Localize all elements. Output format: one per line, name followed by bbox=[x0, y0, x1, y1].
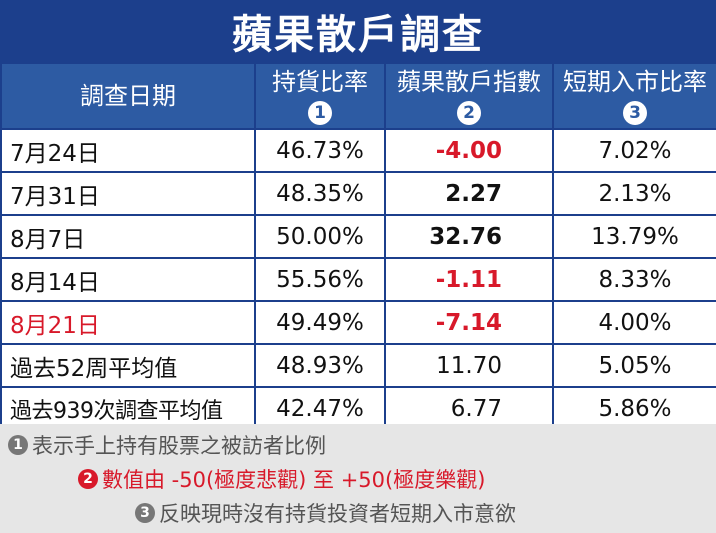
row-hold: 42.47% bbox=[254, 386, 386, 431]
table-row: 8月21日 49.49% -7.14 4.00% bbox=[0, 300, 716, 345]
row-index: -4.00 bbox=[384, 128, 554, 173]
row-hold: 48.35% bbox=[254, 171, 386, 216]
table-row: 8月14日 55.56% -1.11 8.33% bbox=[0, 257, 716, 302]
chart-title: 蘋果散戶調查 bbox=[0, 0, 716, 62]
table-row: 7月31日 48.35% 2.27 2.13% bbox=[0, 171, 716, 216]
row-hold: 49.49% bbox=[254, 300, 386, 345]
footnote-text: 數值由 -50(極度悲觀) 至 +50(極度樂觀) bbox=[102, 468, 486, 492]
row-hold: 48.93% bbox=[254, 343, 386, 388]
col-header-date: 調查日期 bbox=[0, 62, 256, 130]
row-index: 6.77 bbox=[384, 386, 554, 431]
row-index: -1.11 bbox=[384, 257, 554, 302]
footnote-3-icon: 3 bbox=[135, 503, 155, 523]
table-row: 8月7日 50.00% 32.76 13.79% bbox=[0, 214, 716, 259]
footnote-3-icon: 3 bbox=[623, 100, 647, 125]
row-date: 8月7日 bbox=[0, 214, 256, 259]
col-header-short: 短期入市比率 3 bbox=[552, 62, 716, 130]
footnote-2-icon: 2 bbox=[457, 100, 481, 125]
row-date: 7月24日 bbox=[0, 128, 256, 173]
footnote-3: 3 反映現時沒有持貨投資者短期入市意欲 bbox=[135, 498, 516, 528]
row-index: 11.70 bbox=[384, 343, 554, 388]
row-short: 8.33% bbox=[552, 257, 716, 302]
footnote-2-icon: 2 bbox=[78, 469, 98, 489]
col-header-label: 短期入市比率 bbox=[563, 67, 707, 96]
footnote-1-icon: 1 bbox=[308, 100, 332, 125]
row-hold: 50.00% bbox=[254, 214, 386, 259]
table-row: 過去52周平均值 48.93% 11.70 5.05% bbox=[0, 343, 716, 388]
row-index: 2.27 bbox=[384, 171, 554, 216]
footnote-2: 2 數值由 -50(極度悲觀) 至 +50(極度樂觀) bbox=[78, 464, 485, 494]
col-header-hold: 持貨比率 1 bbox=[254, 62, 386, 130]
footnote-text: 表示手上持有股票之被訪者比例 bbox=[32, 434, 326, 458]
row-hold: 46.73% bbox=[254, 128, 386, 173]
row-hold: 55.56% bbox=[254, 257, 386, 302]
header-row: 調查日期 持貨比率 1 蘋果散戶指數 2 短期入市比率 3 bbox=[0, 62, 716, 130]
row-date: 8月21日 bbox=[0, 300, 256, 345]
row-index: 32.76 bbox=[384, 214, 554, 259]
row-short: 13.79% bbox=[552, 214, 716, 259]
row-date: 7月31日 bbox=[0, 171, 256, 216]
row-short: 2.13% bbox=[552, 171, 716, 216]
row-index: -7.14 bbox=[384, 300, 554, 345]
footnote-1-icon: 1 bbox=[8, 435, 28, 455]
footnotes: 1 表示手上持有股票之被訪者比例 2 數值由 -50(極度悲觀) 至 +50(極… bbox=[0, 424, 716, 533]
row-short: 4.00% bbox=[552, 300, 716, 345]
row-short: 5.05% bbox=[552, 343, 716, 388]
row-short: 7.02% bbox=[552, 128, 716, 173]
survey-table: 調查日期 持貨比率 1 蘋果散戶指數 2 短期入市比率 3 7月24日 4 bbox=[0, 62, 716, 431]
col-header-label: 持貨比率 bbox=[272, 67, 368, 96]
row-date: 過去939次調查平均值 bbox=[0, 386, 256, 431]
table-row: 7月24日 46.73% -4.00 7.02% bbox=[0, 128, 716, 173]
row-date: 8月14日 bbox=[0, 257, 256, 302]
footnote-text: 反映現時沒有持貨投資者短期入市意欲 bbox=[159, 502, 516, 526]
footnote-1: 1 表示手上持有股票之被訪者比例 bbox=[8, 430, 326, 460]
col-header-label: 調查日期 bbox=[80, 82, 176, 110]
row-date: 過去52周平均值 bbox=[0, 343, 256, 388]
col-header-index: 蘋果散戶指數 2 bbox=[384, 62, 554, 130]
col-header-label: 蘋果散戶指數 bbox=[397, 67, 541, 96]
